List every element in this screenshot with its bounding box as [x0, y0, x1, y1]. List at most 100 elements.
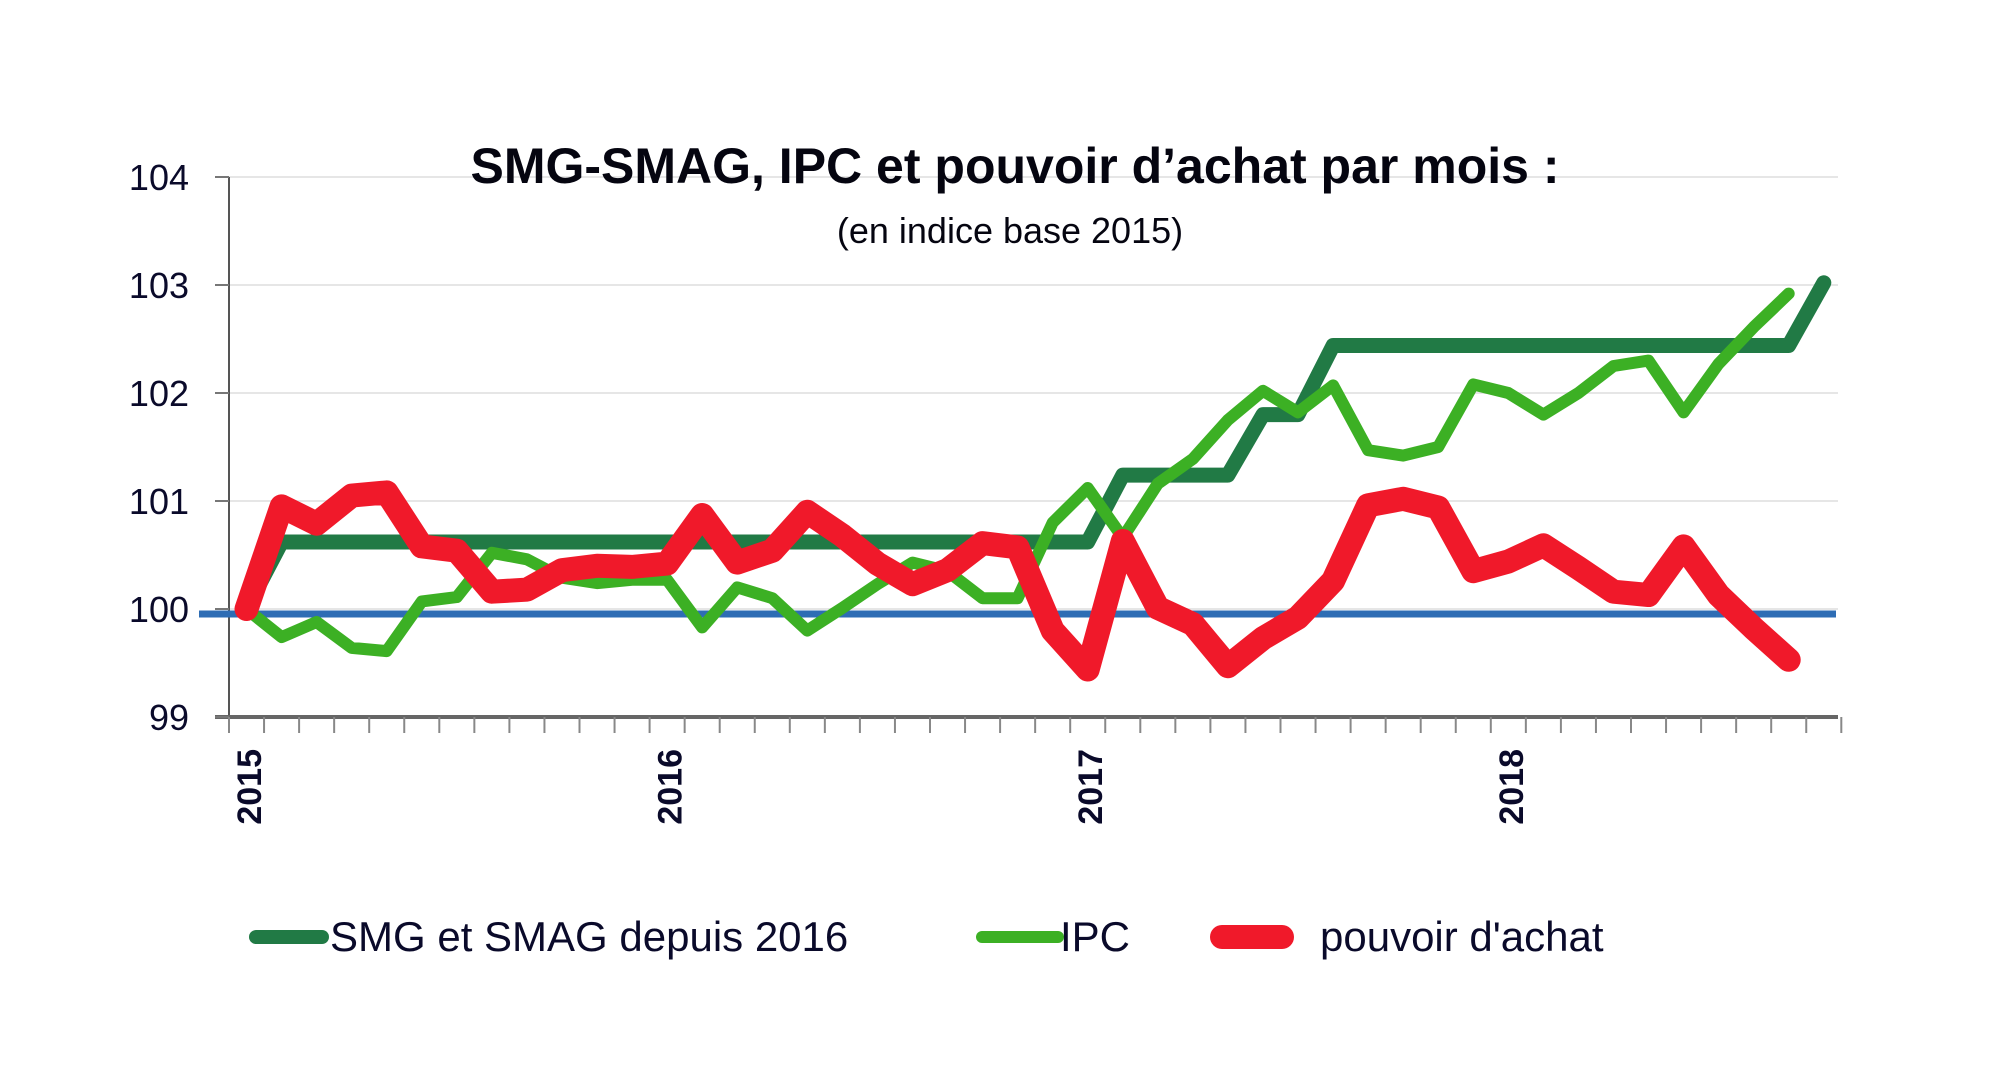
series-pouvoir-achat-point	[1753, 627, 1755, 629]
series-smg-point	[912, 541, 914, 543]
series-smg-point	[1823, 282, 1825, 284]
series-smg-point	[1262, 414, 1264, 416]
series-ipc-point	[841, 607, 843, 609]
series-smg-point	[1542, 345, 1544, 347]
series-pouvoir-achat-point	[456, 550, 458, 552]
series-smg-point	[1683, 345, 1685, 347]
series-pouvoir-achat-point	[1683, 545, 1685, 547]
series-pouvoir-achat-point	[1227, 665, 1229, 667]
x-tick-label: 2018	[1493, 749, 1531, 825]
series-smg-point	[876, 541, 878, 543]
series-pouvoir-achat-point	[876, 563, 878, 565]
series-smg-point	[1577, 345, 1579, 347]
series-ipc-point	[1017, 597, 1019, 599]
series-ipc-point	[1788, 293, 1790, 295]
legend-item-smg: SMG et SMAG depuis 2016	[249, 913, 848, 960]
series-pouvoir-achat-point	[1087, 669, 1089, 671]
series-ipc-point	[1437, 446, 1439, 448]
series-ipc-point	[666, 579, 668, 581]
axes	[215, 177, 1838, 733]
series-pouvoir-achat-point	[1367, 504, 1369, 506]
series-pouvoir-achat-point	[596, 565, 598, 567]
series-ipc-point	[386, 650, 388, 652]
series-smg-point	[351, 541, 353, 543]
legend-label-ipc: IPC	[1060, 913, 1130, 960]
series-pouvoir-achat-point	[1718, 594, 1720, 596]
chart-title: SMG-SMAG, IPC et pouvoir d’achat par moi…	[470, 138, 1559, 194]
series-pouvoir-achat-point	[246, 608, 248, 610]
legend-item-pouvoir-achat: pouvoir d'achat	[1210, 913, 1604, 960]
series-smg-point	[1718, 345, 1720, 347]
series-smg-point	[1472, 345, 1474, 347]
legend-label-pouvoir-achat: pouvoir d'achat	[1320, 913, 1604, 960]
series-pouvoir-achat-point	[491, 591, 493, 593]
series-pouvoir-achat-point	[1052, 630, 1054, 632]
series-smg-point	[1122, 474, 1124, 476]
y-tick-label: 99	[149, 697, 189, 738]
series-ipc-point	[526, 558, 528, 560]
series-smg-point	[561, 541, 563, 543]
series-ipc-point	[806, 630, 808, 632]
series-pouvoir-achat-point	[1472, 570, 1474, 572]
series-pouvoir-achat-point	[701, 514, 703, 516]
series-pouvoir-achat-point	[421, 545, 423, 547]
series-ipc-point	[1262, 390, 1264, 392]
series-pouvoir-achat-point	[1017, 546, 1019, 548]
series-smg-point	[1507, 345, 1509, 347]
y-tick-label: 104	[129, 157, 189, 198]
series-smg-point	[1332, 345, 1334, 347]
series-pouvoir-achat-point	[982, 542, 984, 544]
series-ipc-point	[1683, 411, 1685, 413]
series-pouvoir-achat-point	[1157, 607, 1159, 609]
series-ipc-line	[240, 287, 1795, 658]
series-ipc-point	[1157, 483, 1159, 485]
series-ipc-point	[1577, 392, 1579, 394]
series-ipc-point	[912, 562, 914, 564]
series-smg-point	[1753, 345, 1755, 347]
series-smg-point	[316, 541, 318, 543]
series-pouvoir-achat-point	[386, 491, 388, 493]
y-tick-label: 103	[129, 265, 189, 306]
series-smg-point	[701, 541, 703, 543]
series-smg-point	[1402, 345, 1404, 347]
series-pouvoir-achat-point	[1437, 507, 1439, 509]
series-ipc-point	[771, 597, 773, 599]
series-ipc-point	[1542, 414, 1544, 416]
series-pouvoir-achat-point	[806, 511, 808, 513]
series-ipc-point	[596, 582, 598, 584]
series-ipc-point	[1507, 392, 1509, 394]
x-tick-label: 2016	[652, 749, 690, 825]
series-ipc-point	[1753, 326, 1755, 328]
series-smg-point	[1227, 474, 1229, 476]
series-smg-point	[1437, 345, 1439, 347]
y-tick-label: 102	[129, 373, 189, 414]
x-axis-ticks: 2015 2016 2017 2018	[228, 717, 1843, 825]
series-ipc-point	[701, 626, 703, 628]
series-group	[199, 275, 1836, 682]
series-smg-point	[386, 541, 388, 543]
legend-label-smg: SMG et SMAG depuis 2016	[330, 913, 848, 960]
series-pouvoir-achat-point	[1507, 561, 1509, 563]
series-pouvoir-achat-point	[1402, 498, 1404, 500]
series-pouvoir-achat-point	[631, 566, 633, 568]
series-pouvoir-achat-point	[281, 505, 283, 507]
series-ipc-point	[736, 586, 738, 588]
series-pouvoir-achat-point	[841, 535, 843, 537]
series-pouvoir-achat-point	[912, 583, 914, 585]
series-ipc-point	[456, 596, 458, 598]
series-ipc-point	[982, 597, 984, 599]
series-pouvoir-achat-point	[526, 589, 528, 591]
series-pouvoir-achat-point	[561, 569, 563, 571]
x-tick-label: 2017	[1072, 749, 1110, 825]
series-ipc-point	[351, 647, 353, 649]
x-tick-label: 2015	[231, 749, 269, 825]
series-ipc-point	[316, 621, 318, 623]
series-pouvoir-achat-point	[1788, 659, 1790, 661]
series-pouvoir-achat-point	[316, 523, 318, 525]
series-pouvoir-achat-point	[1332, 580, 1334, 582]
series-ipc-point	[491, 552, 493, 554]
series-ipc-point	[876, 583, 878, 585]
series-smg-point	[1648, 345, 1650, 347]
series-pouvoir-achat-point	[1542, 544, 1544, 546]
